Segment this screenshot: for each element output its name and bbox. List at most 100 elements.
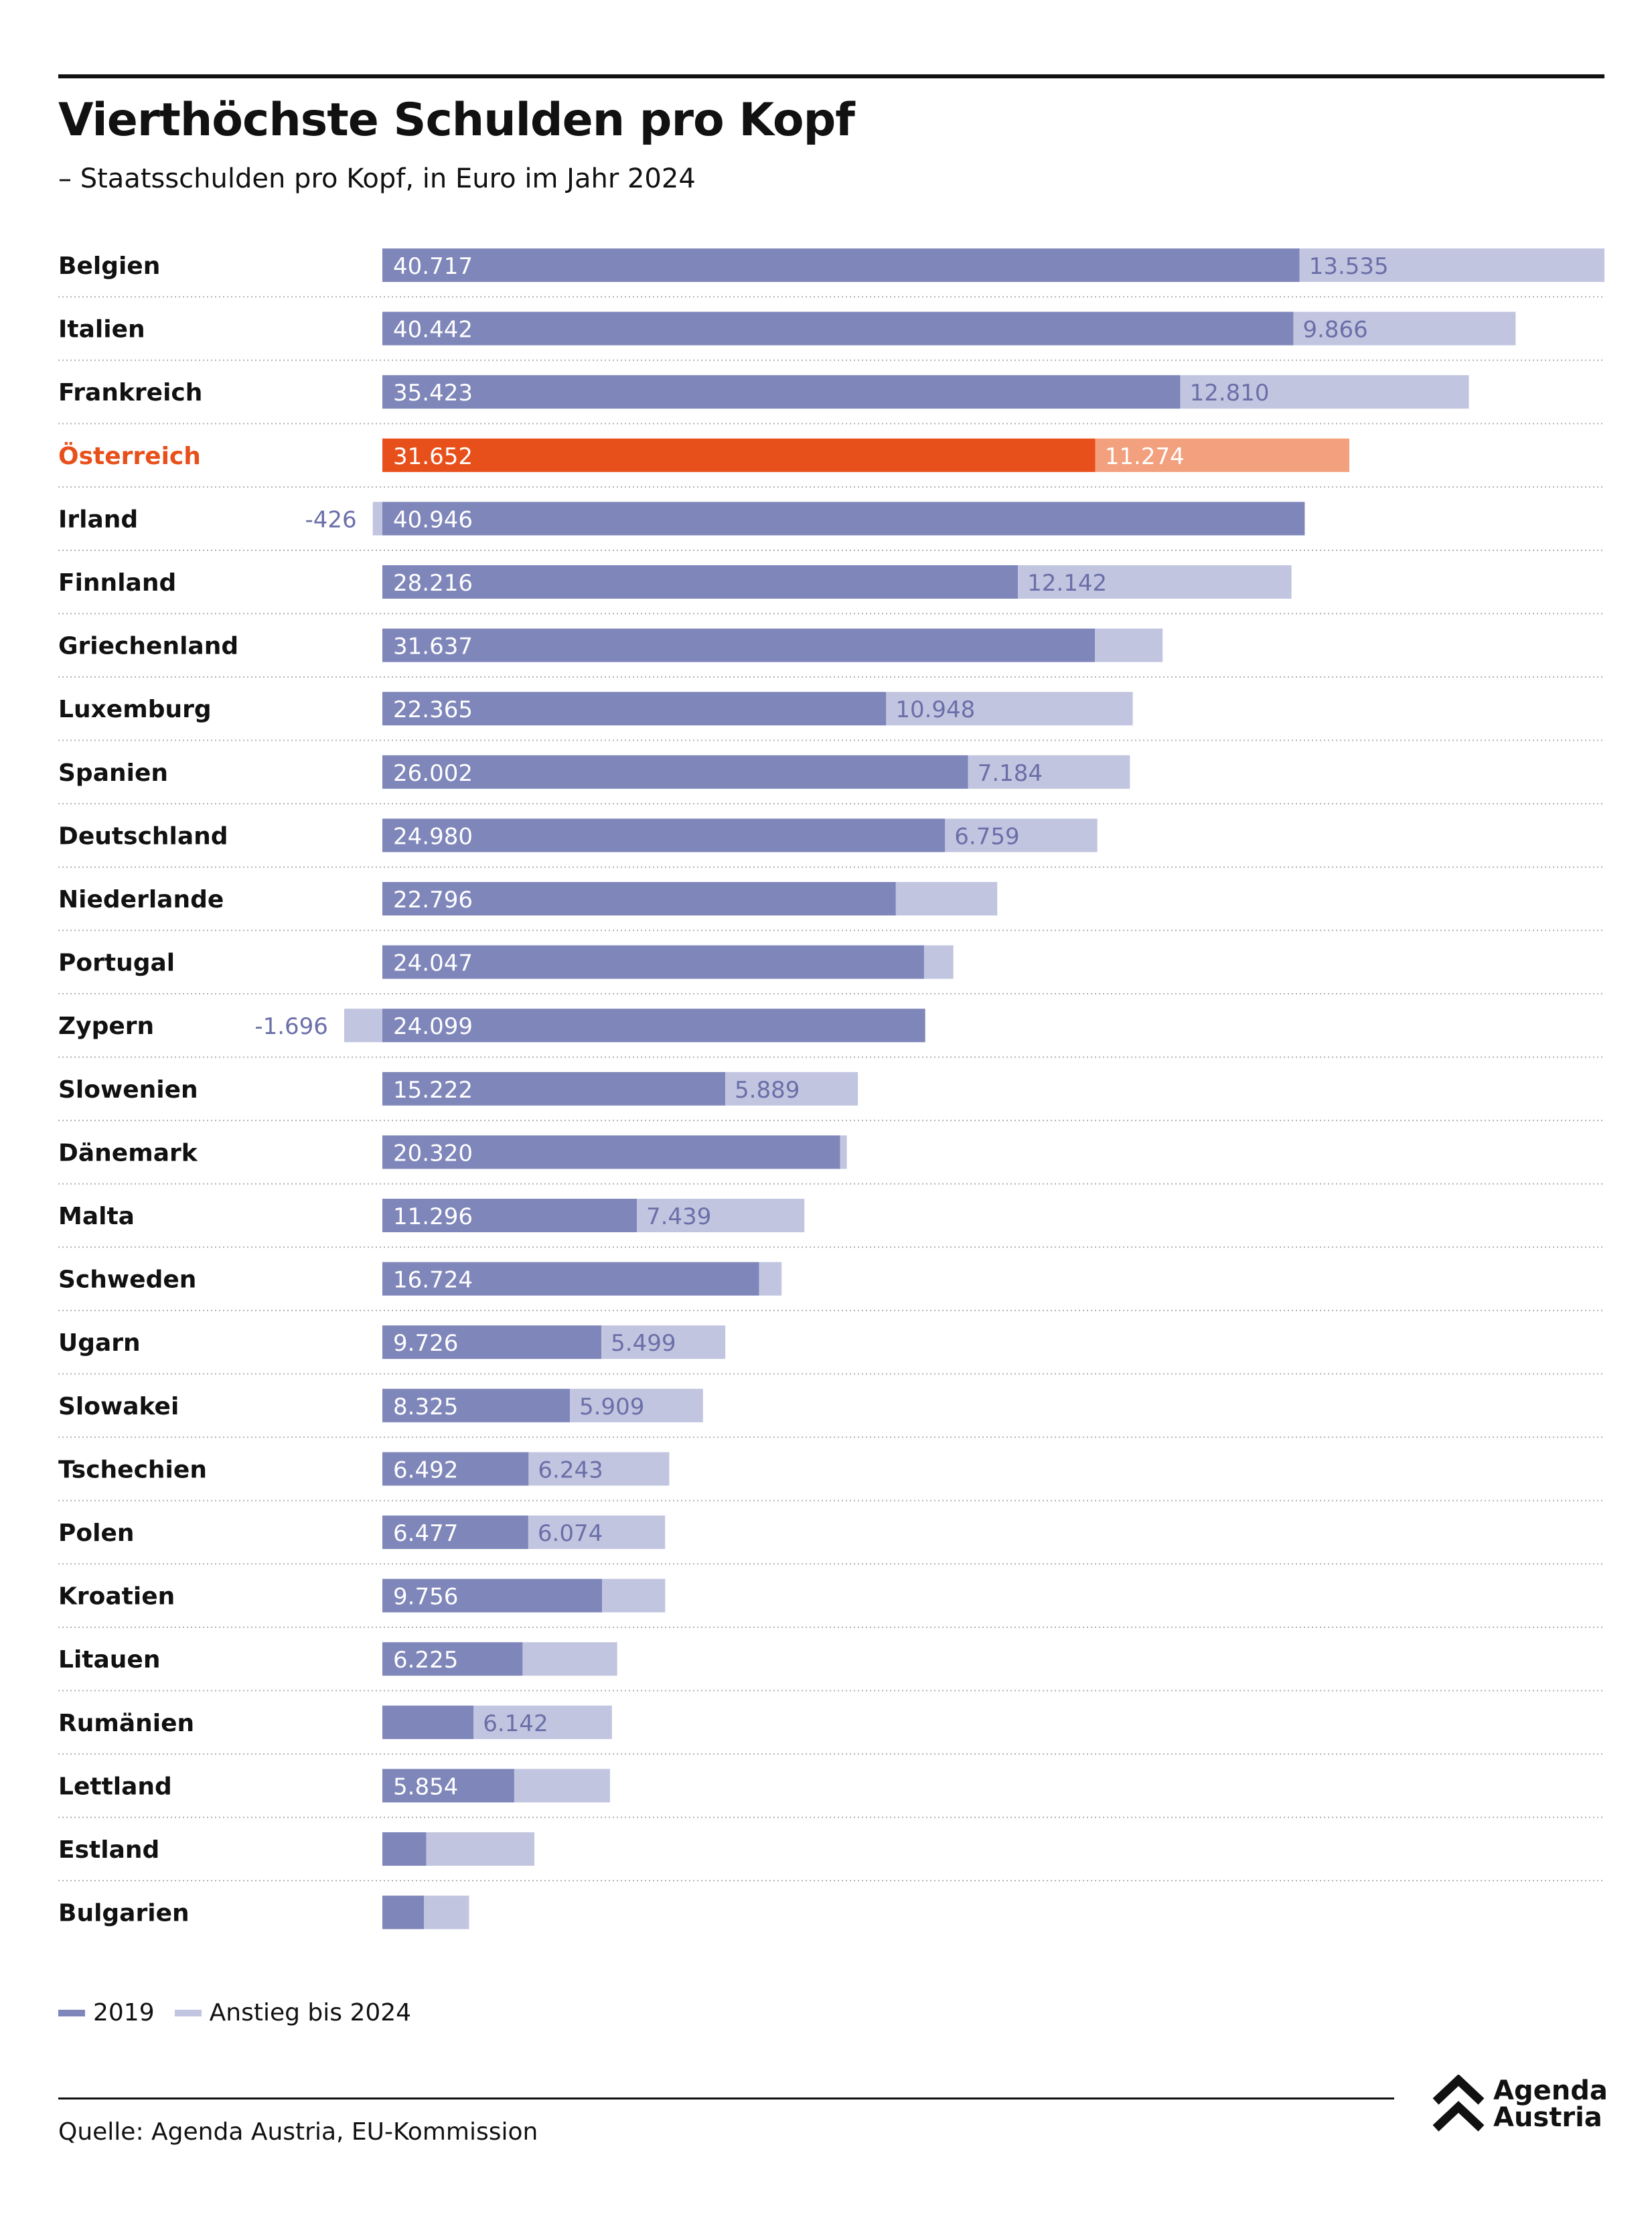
logo-line-1: Agenda — [1493, 2075, 1608, 2106]
value-label-2019-lettland: 5.854 — [393, 1773, 458, 1800]
value-label-increase-italien: 9.866 — [1302, 317, 1367, 344]
bar-2019-luxemburg — [382, 692, 887, 726]
bar-2019-belgien — [382, 248, 1300, 282]
bar-2019-malta — [382, 1199, 637, 1232]
legend-swatch-anstieg — [174, 2009, 202, 2016]
category-label-schweden: Schweden — [58, 1266, 196, 1294]
bar-increase-malta — [636, 1199, 805, 1232]
bar-increase-kroatien — [602, 1578, 666, 1613]
value-label-increase-polen: 6.074 — [538, 1520, 603, 1547]
category-label-slowakei: Slowakei — [58, 1393, 179, 1420]
value-label-2019-luxemburg: 22.365 — [393, 696, 473, 723]
value-label-increase-zypern: -1.696 — [254, 1013, 328, 1040]
value-label-2019-kroatien: 9.756 — [393, 1584, 458, 1611]
value-label-increase-slowakei: 5.909 — [579, 1394, 644, 1420]
logo-line-2: Austria — [1493, 2102, 1602, 2133]
bar-2019-slowakei — [382, 1388, 571, 1422]
category-label-luxemburg: Luxemburg — [58, 696, 212, 723]
category-label-niederlande: Niederlande — [58, 886, 224, 913]
value-label-2019-zypern: 24.099 — [393, 1013, 473, 1040]
bar-increase-italien — [1293, 311, 1516, 346]
chart-title: Vierthöchste Schulden pro Kopf — [58, 94, 855, 147]
bar-increase-litauen — [522, 1642, 617, 1676]
category-label-daenemark: Dänemark — [58, 1139, 198, 1167]
value-label-increase-irland: -426 — [305, 506, 356, 533]
value-label-increase-slowenien: 5.889 — [735, 1077, 800, 1104]
category-label-belgien: Belgien — [58, 252, 160, 280]
bar-2019-deutschland — [382, 818, 946, 853]
category-label-estland: Estland — [58, 1836, 159, 1864]
value-label-increase-malta: 7.439 — [646, 1203, 711, 1230]
category-label-polen: Polen — [58, 1520, 135, 1547]
bar-increase-bulgarien — [424, 1895, 469, 1929]
bar-increase-ugarn — [601, 1325, 726, 1359]
category-label-litauen: Litauen — [58, 1646, 160, 1674]
legend: 2019 Anstieg bis 2024 — [58, 1999, 411, 2026]
bar-2019-finnland — [382, 565, 1019, 599]
bar-2019-irland — [382, 502, 1305, 536]
bar-2019-portugal — [382, 945, 924, 979]
bar-increase-frankreich — [1180, 375, 1469, 409]
value-label-2019-daenemark: 20.320 — [393, 1140, 473, 1167]
value-label-2019-italien: 40.442 — [393, 317, 473, 344]
bar-increase-oesterreich — [1095, 438, 1350, 472]
bar-increase-schweden — [759, 1262, 782, 1296]
bar-increase-polen — [528, 1516, 666, 1549]
value-label-2019-portugal: 24.047 — [393, 950, 473, 977]
value-label-increase-spanien: 7.184 — [978, 760, 1043, 787]
value-label-2019-schweden: 16.724 — [393, 1267, 473, 1294]
bar-increase-estland — [426, 1832, 535, 1866]
value-label-increase-tschechien: 6.243 — [538, 1457, 603, 1483]
value-label-2019-belgien: 40.717 — [393, 253, 473, 280]
category-label-finnland: Finnland — [58, 569, 176, 597]
category-label-rumaenien: Rumänien — [58, 1710, 194, 1737]
category-label-malta: Malta — [58, 1203, 135, 1230]
top-rule — [58, 74, 1604, 78]
bar-increase-slowakei — [570, 1388, 703, 1422]
value-label-2019-ugarn: 9.726 — [393, 1330, 458, 1357]
category-label-portugal: Portugal — [58, 950, 175, 977]
bar-2019-griechenland — [382, 628, 1096, 662]
legend-label-anstieg: Anstieg bis 2024 — [209, 1999, 412, 2026]
value-label-2019-spanien: 26.002 — [393, 760, 473, 787]
category-label-zypern: Zypern — [58, 1013, 154, 1040]
value-label-2019-frankreich: 35.423 — [393, 380, 473, 407]
bar-increase-zypern — [344, 1009, 382, 1043]
bar-2019-lettland — [382, 1769, 514, 1803]
category-label-irland: Irland — [58, 506, 138, 533]
bar-increase-slowenien — [725, 1072, 858, 1106]
bar-2019-bulgarien — [382, 1895, 425, 1929]
bar-increase-tschechien — [528, 1452, 670, 1486]
bar-2019-schweden — [382, 1262, 759, 1296]
bar-increase-daenemark — [840, 1135, 847, 1169]
value-label-2019-finnland: 28.216 — [393, 570, 473, 597]
category-label-italien: Italien — [58, 316, 145, 344]
bar-2019-zypern — [382, 1009, 925, 1043]
category-label-tschechien: Tschechien — [58, 1456, 207, 1483]
category-label-oesterreich: Österreich — [58, 442, 201, 470]
category-label-ugarn: Ugarn — [58, 1329, 141, 1357]
bar-increase-luxemburg — [886, 692, 1133, 726]
bar-increase-finnland — [1018, 565, 1292, 599]
bar-2019-slowenien — [382, 1072, 726, 1106]
legend-item-2019: 2019 — [58, 1999, 155, 2026]
bar-2019-kroatien — [382, 1578, 603, 1613]
bar-increase-griechenland — [1095, 628, 1163, 662]
agenda-austria-logo: Agenda Austria — [1432, 2075, 1612, 2135]
value-label-2019-malta: 11.296 — [393, 1203, 473, 1230]
value-label-increase-rumaenien: 6.142 — [483, 1710, 548, 1737]
legend-swatch-2019 — [58, 2009, 85, 2016]
bar-increase-rumaenien — [473, 1705, 612, 1739]
value-label-2019-litauen: 6.225 — [393, 1647, 458, 1674]
bar-2019-niederlande — [382, 882, 896, 915]
value-label-increase-frankreich: 12.810 — [1190, 380, 1270, 407]
bar-2019-tschechien — [382, 1452, 529, 1486]
legend-label-2019: 2019 — [93, 1999, 155, 2026]
bar-increase-irland — [372, 502, 382, 536]
category-label-bulgarien: Bulgarien — [58, 1900, 190, 1927]
bar-increase-belgien — [1299, 248, 1604, 282]
category-label-griechenland: Griechenland — [58, 633, 238, 660]
chart-subtitle: – Staatsschulden pro Kopf, in Euro im Ja… — [58, 163, 696, 194]
value-label-increase-finnland: 12.142 — [1027, 570, 1107, 597]
bar-2019-rumaenien — [382, 1705, 474, 1739]
